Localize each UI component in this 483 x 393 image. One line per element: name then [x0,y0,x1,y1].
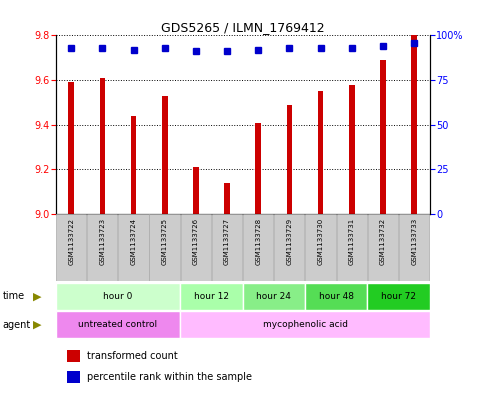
Bar [56,214,86,281]
Text: transformed count: transformed count [87,351,178,361]
Text: untreated control: untreated control [78,320,157,329]
Text: hour 48: hour 48 [319,292,354,301]
Text: hour 0: hour 0 [103,292,133,301]
Bar [56,311,180,338]
Bar [149,214,180,281]
Text: GSM1133731: GSM1133731 [349,218,355,265]
Bar [337,214,367,281]
Bar [287,105,292,214]
Title: GDS5265 / ILMN_1769412: GDS5265 / ILMN_1769412 [161,21,325,34]
Bar [87,214,117,281]
Bar [318,91,324,214]
Text: GSM1133722: GSM1133722 [68,218,74,264]
Text: GSM1133723: GSM1133723 [99,218,105,264]
Bar [67,351,80,362]
Bar [399,214,429,281]
Text: GSM1133725: GSM1133725 [162,218,168,264]
Text: GSM1133724: GSM1133724 [130,218,137,264]
Bar [99,78,105,214]
Bar [368,214,398,281]
Text: mycophenolic acid: mycophenolic acid [263,320,348,329]
Text: agent: agent [2,320,30,330]
Text: percentile rank within the sample: percentile rank within the sample [87,372,252,382]
Bar [56,283,180,310]
Bar [131,116,136,214]
Text: hour 24: hour 24 [256,292,291,301]
Bar [224,183,230,214]
Bar [180,311,430,338]
Bar [181,214,211,281]
Text: ▶: ▶ [33,291,42,301]
Bar [162,96,168,214]
Text: GSM1133729: GSM1133729 [286,218,293,264]
Text: time: time [2,291,25,301]
Bar [305,214,336,281]
Bar [67,371,80,383]
Bar [256,123,261,214]
Bar [180,283,242,310]
Bar [349,84,355,214]
Bar [274,214,304,281]
Text: GSM1133733: GSM1133733 [411,218,417,265]
Bar [212,214,242,281]
Text: GSM1133732: GSM1133732 [380,218,386,264]
Bar [193,167,199,214]
Bar [242,283,305,310]
Text: GSM1133726: GSM1133726 [193,218,199,264]
Bar [368,283,430,310]
Bar [68,82,74,214]
Bar [305,283,368,310]
Bar [243,214,273,281]
Text: GSM1133728: GSM1133728 [256,218,261,264]
Text: GSM1133730: GSM1133730 [318,218,324,265]
Text: hour 72: hour 72 [381,292,416,301]
Text: hour 12: hour 12 [194,292,229,301]
Text: GSM1133727: GSM1133727 [224,218,230,264]
Text: ▶: ▶ [33,320,42,330]
Bar [412,35,417,214]
Bar [118,214,148,281]
Bar [380,60,386,214]
